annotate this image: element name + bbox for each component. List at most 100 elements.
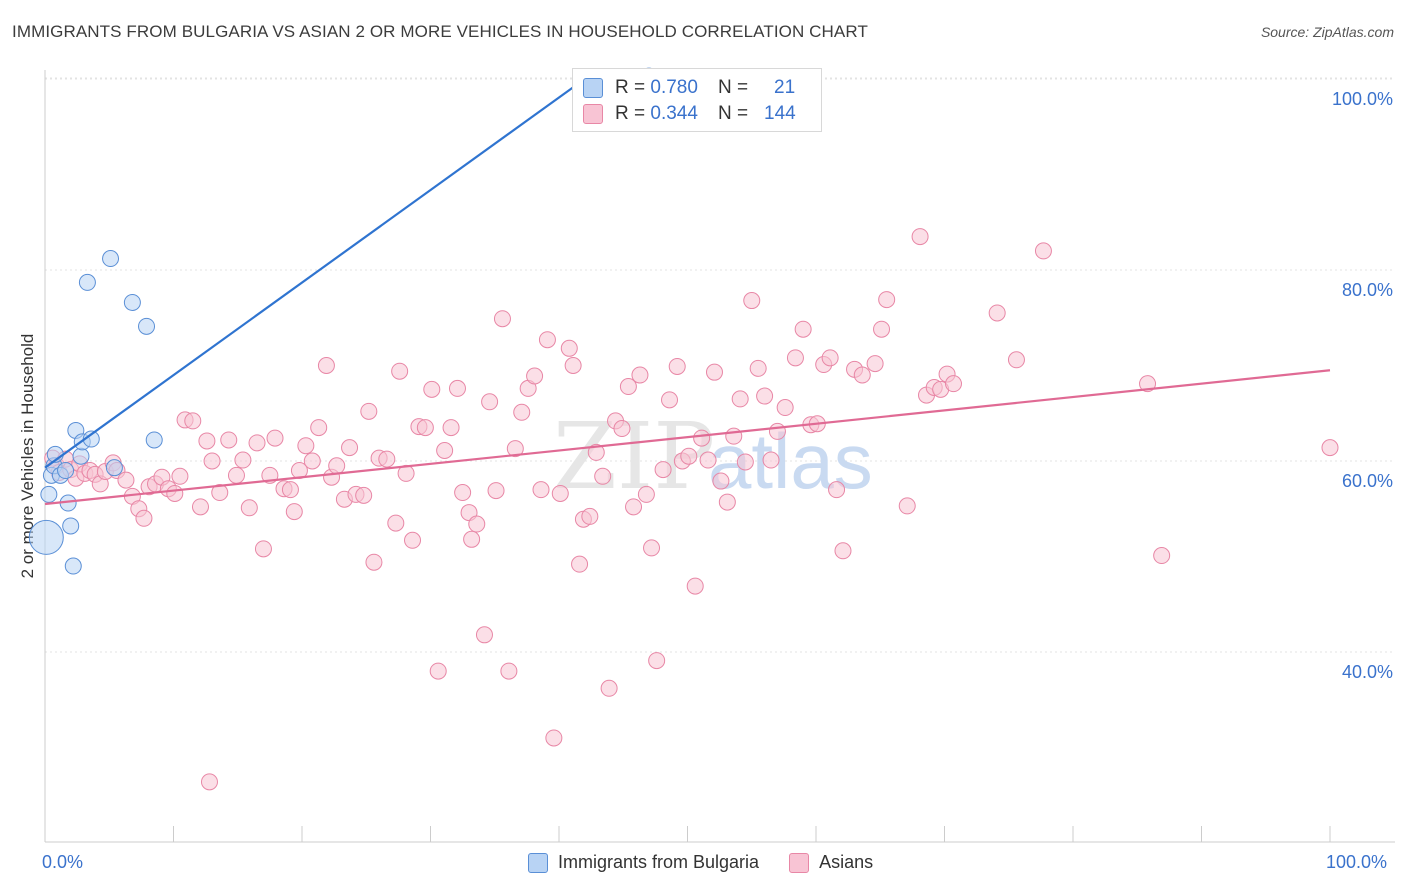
asians-point [725,427,743,445]
asians-point [391,362,409,380]
asians-point [200,773,218,791]
legend-row-bulgaria: R = 0.780 N = 21 [583,77,795,99]
asians-point [786,349,804,367]
asians-point [736,453,754,471]
asians-point [731,390,749,408]
asians-point [944,375,962,393]
bulgaria-point [64,557,82,575]
legend-r-label: R = [615,77,646,98]
bulgaria-point [145,431,163,449]
asians-point [448,379,466,397]
asians-point [1034,242,1052,260]
asians-point [423,380,441,398]
asians-point [668,357,686,375]
asians-point [794,320,812,338]
asians-point [442,419,460,437]
asians-point [454,484,472,502]
legend-item-asians: Asians [789,852,873,873]
asians-point [310,419,328,437]
asians-point [705,363,723,381]
asians-point [211,484,229,502]
legend-n-label: N = [717,77,749,98]
bulgaria-trend-line [44,78,586,469]
asians-point [625,498,643,516]
legend-swatch-blue [583,78,603,98]
asians-point [768,422,786,440]
trend-lines [44,78,1331,506]
asians-point [551,484,569,502]
asians-point [234,451,252,469]
asians-point [648,652,666,670]
legend-label-bulgaria: Immigrants from Bulgaria [558,852,760,872]
asians-point [581,507,599,525]
asians-point [526,367,544,385]
asians-point [220,431,238,449]
asians-point [487,482,505,500]
asians-point [600,679,618,697]
asians-point [718,493,736,511]
asians-point [564,357,582,374]
y-tick-label: 60.0% [1342,471,1393,491]
asians-point [1007,351,1025,369]
asians-point [911,228,929,246]
asians-point [328,457,346,475]
legend-r-value: 0.780 [650,77,698,98]
asians-point [436,441,454,459]
asians-point [594,467,612,485]
asians-point [637,485,655,503]
chart-title: IMMIGRANTS FROM BULGARIA VS ASIAN 2 OR M… [12,22,868,41]
asians-point [776,399,794,417]
asians-point [281,481,299,499]
legend-n-value: 144 [764,103,796,124]
asians-point [266,429,284,447]
asians-point [686,577,704,595]
asians-point [506,440,524,458]
asians-point [643,539,661,557]
asians-point [1321,439,1339,457]
asians-point [693,429,711,447]
legend-item-bulgaria: Immigrants from Bulgaria [528,852,759,873]
asians-point [619,378,637,396]
asians-point [463,530,481,548]
legend-r-label: R = [615,103,646,124]
asians-point [404,531,422,549]
bulgaria-point [28,519,64,555]
y-tick-label: 80.0% [1342,280,1393,300]
bulgaria-point [57,462,75,480]
legend-row-asians: R = 0.344 N = 144 [583,103,796,125]
asians-point [538,331,556,349]
asians-point [184,412,202,430]
legend-n-value: 21 [774,77,796,98]
asians-point [560,339,578,357]
asians-point [360,402,378,420]
asians-point [821,349,839,367]
asians-point [988,304,1006,322]
asians-point [587,443,605,461]
asians-point [297,437,315,455]
asians-point [429,662,447,680]
asians-point [1153,547,1171,565]
asians-point [712,472,730,490]
asians-point [762,451,780,469]
asians-point [853,366,871,384]
asians-point [743,292,761,310]
bulgaria-points [28,67,658,575]
stats-legend: R = 0.780 N = 21 R = 0.344 N = 144 [572,68,822,132]
asians-point [571,555,589,573]
asians-point [500,662,518,680]
asians-point [475,626,493,644]
asians-point [303,452,321,470]
asians-point [873,320,891,338]
bulgaria-point [62,517,80,535]
asians-point [828,481,846,499]
asians-point [135,509,153,527]
asians-point [285,503,303,521]
asians-point [532,481,550,499]
asians-point [198,432,216,450]
asians-point [171,467,189,485]
series-legend: Immigrants from Bulgaria Asians [528,852,903,873]
gridlines [45,77,1395,653]
asians-point [756,387,774,405]
legend-r-value: 0.344 [650,103,698,124]
